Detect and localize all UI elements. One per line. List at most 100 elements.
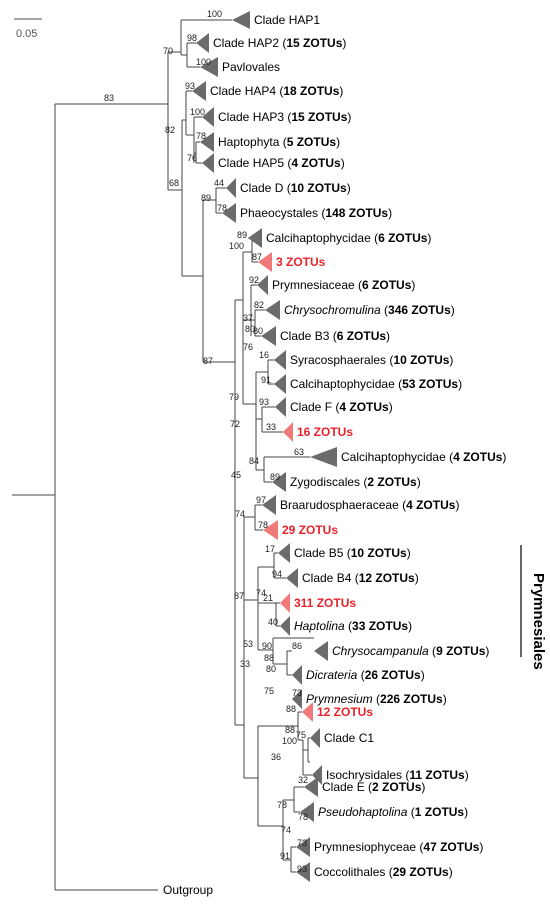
bootstrap-label: 40: [268, 617, 278, 627]
bootstrap-label: 89: [201, 193, 211, 203]
bootstrap-label: 94: [272, 569, 282, 579]
clade-label: Clade C1: [324, 731, 374, 745]
clade-label: Prymnesium (226 ZOTUs): [306, 692, 447, 706]
clade-triangle: [248, 228, 262, 248]
scale-bar: 0.05: [14, 18, 42, 40]
bootstrap-label: 78: [217, 203, 227, 213]
bootstrap-label: 100: [282, 736, 297, 746]
bootstrap-label: 78: [258, 520, 268, 530]
bootstrap-label: 98: [187, 33, 197, 43]
group-label: Prymnesiales: [530, 573, 547, 670]
clade-label: Clade HAP2 (15 ZOTUs): [213, 36, 346, 50]
clade-label: Dicrateria (26 ZOTUs): [306, 668, 425, 682]
bootstrap-label: 33: [266, 422, 276, 432]
clade-label: Braarudosphaeraceae (4 ZOTUs): [280, 498, 459, 512]
bootstrap-values: 1009870100931008278766883448978891008792…: [104, 9, 308, 874]
clade-triangle: [257, 275, 268, 295]
bootstrap-label: 84: [249, 456, 259, 466]
bootstrap-label: 93: [185, 81, 195, 91]
clade-label: Clade B4 (12 ZOTUs): [302, 571, 419, 585]
clade-triangle: [274, 374, 286, 394]
bootstrap-label: 75: [296, 730, 306, 740]
clade-label: Calcihaptophycidae (6 ZOTUs): [266, 231, 431, 245]
clade-triangle: [310, 447, 337, 467]
prymnesiales-bracket: Prymnesiales: [520, 545, 547, 670]
bootstrap-label: 78: [196, 131, 206, 141]
bootstrap-label: 79: [229, 392, 239, 402]
scale-bar-label: 0.05: [16, 28, 37, 40]
clade-triangle: [196, 33, 209, 53]
bootstrap-label: 83: [104, 93, 114, 103]
clade-triangle: [278, 543, 290, 563]
bootstrap-label: 53: [243, 639, 253, 649]
clade-triangle: [283, 422, 293, 442]
bootstrap-label: 100: [190, 107, 205, 117]
bootstrap-label: 17: [265, 544, 275, 554]
clade-label: Clade E (2 ZOTUs): [322, 780, 425, 794]
clade-triangle: [272, 472, 286, 492]
bootstrap-label: 91: [261, 375, 271, 385]
bootstrap-label: 70: [163, 46, 173, 56]
bootstrap-label: 89: [270, 472, 280, 482]
bootstrap-label: 76: [187, 153, 197, 163]
bootstrap-label: 74: [281, 825, 291, 835]
clade-triangle: [275, 397, 286, 417]
clade-label: Clade B3 (6 ZOTUs): [280, 329, 390, 343]
bootstrap-label: 88: [264, 653, 274, 663]
clade-triangle: [296, 837, 310, 857]
bootstrap-label: 32: [298, 775, 308, 785]
clade-label: 3 ZOTUs: [276, 255, 326, 269]
bootstrap-label: 68: [169, 178, 179, 188]
bootstrap-label: 16: [259, 350, 269, 360]
clade-label: Clade HAP1: [254, 13, 320, 27]
bootstrap-label: 82: [254, 300, 264, 310]
clade-triangle: [310, 728, 320, 748]
bootstrap-label: 86: [292, 641, 302, 651]
bootstrap-label: 93: [297, 864, 307, 874]
clade-label: Prymnesiaceae (6 ZOTUs): [272, 278, 415, 292]
clade-triangle: [304, 777, 318, 797]
clade-label: Clade HAP5 (4 ZOTUs): [218, 156, 345, 170]
bootstrap-label: 33: [240, 659, 250, 669]
bootstrap-label: 37: [243, 313, 253, 323]
bootstrap-label: 36: [271, 752, 281, 762]
bootstrap-label: 100: [229, 241, 244, 251]
bootstrap-label: 44: [214, 178, 224, 188]
bootstrap-label: 100: [207, 9, 222, 19]
bootstrap-label: 80: [245, 324, 255, 334]
clade-triangle: [263, 520, 278, 540]
clade-label: 16 ZOTUs: [297, 425, 353, 439]
clade-label: Clade B5 (10 ZOTUs): [294, 546, 411, 560]
bootstrap-label: 90: [262, 641, 272, 651]
bootstrap-label: 63: [294, 447, 304, 457]
clade-label: Haptolina (33 ZOTUs): [294, 619, 412, 633]
clade-label: Prymnesiophyceae (47 ZOTUs): [314, 840, 483, 854]
clade-triangle: [202, 107, 214, 127]
clade-label: Chrysocampanula (9 ZOTUs): [332, 644, 489, 658]
bootstrap-label: 80: [253, 326, 263, 336]
clade-label: Phaeocystales (148 ZOTUs): [240, 206, 392, 220]
bootstrap-label: 97: [256, 495, 266, 505]
clade-label: Isochrysidales (11 ZOTUs): [326, 768, 469, 782]
bootstrap-label: 21: [263, 593, 273, 603]
clade-triangle: [292, 689, 302, 709]
clade-label: Clade F (4 ZOTUs): [290, 400, 393, 414]
clade-triangle: [202, 153, 214, 173]
clade-triangle: [265, 300, 280, 320]
bootstrap-label: 87: [203, 356, 213, 366]
clade-triangle: [222, 203, 236, 223]
bootstrap-label: 75: [264, 686, 274, 696]
bootstrap-label: 88: [285, 725, 295, 735]
bootstrap-label: 92: [249, 275, 259, 285]
clade-triangle: [200, 57, 218, 77]
clade-label: Pseudohaptolina (1 ZOTUs): [318, 805, 468, 819]
clade-triangle: [262, 495, 276, 515]
clade-triangle: [280, 616, 290, 636]
bootstrap-label: 78: [277, 800, 287, 810]
bootstrap-label: 78: [298, 812, 308, 822]
bootstrap-label: 91: [280, 851, 290, 861]
clade-triangle: [312, 765, 322, 785]
clade-label: Clade HAP3 (15 ZOTUs): [218, 110, 351, 124]
clade-label: Clade HAP4 (18 ZOTUs): [210, 84, 343, 98]
clade-label: Coccolithales (29 ZOTUs): [314, 865, 453, 879]
